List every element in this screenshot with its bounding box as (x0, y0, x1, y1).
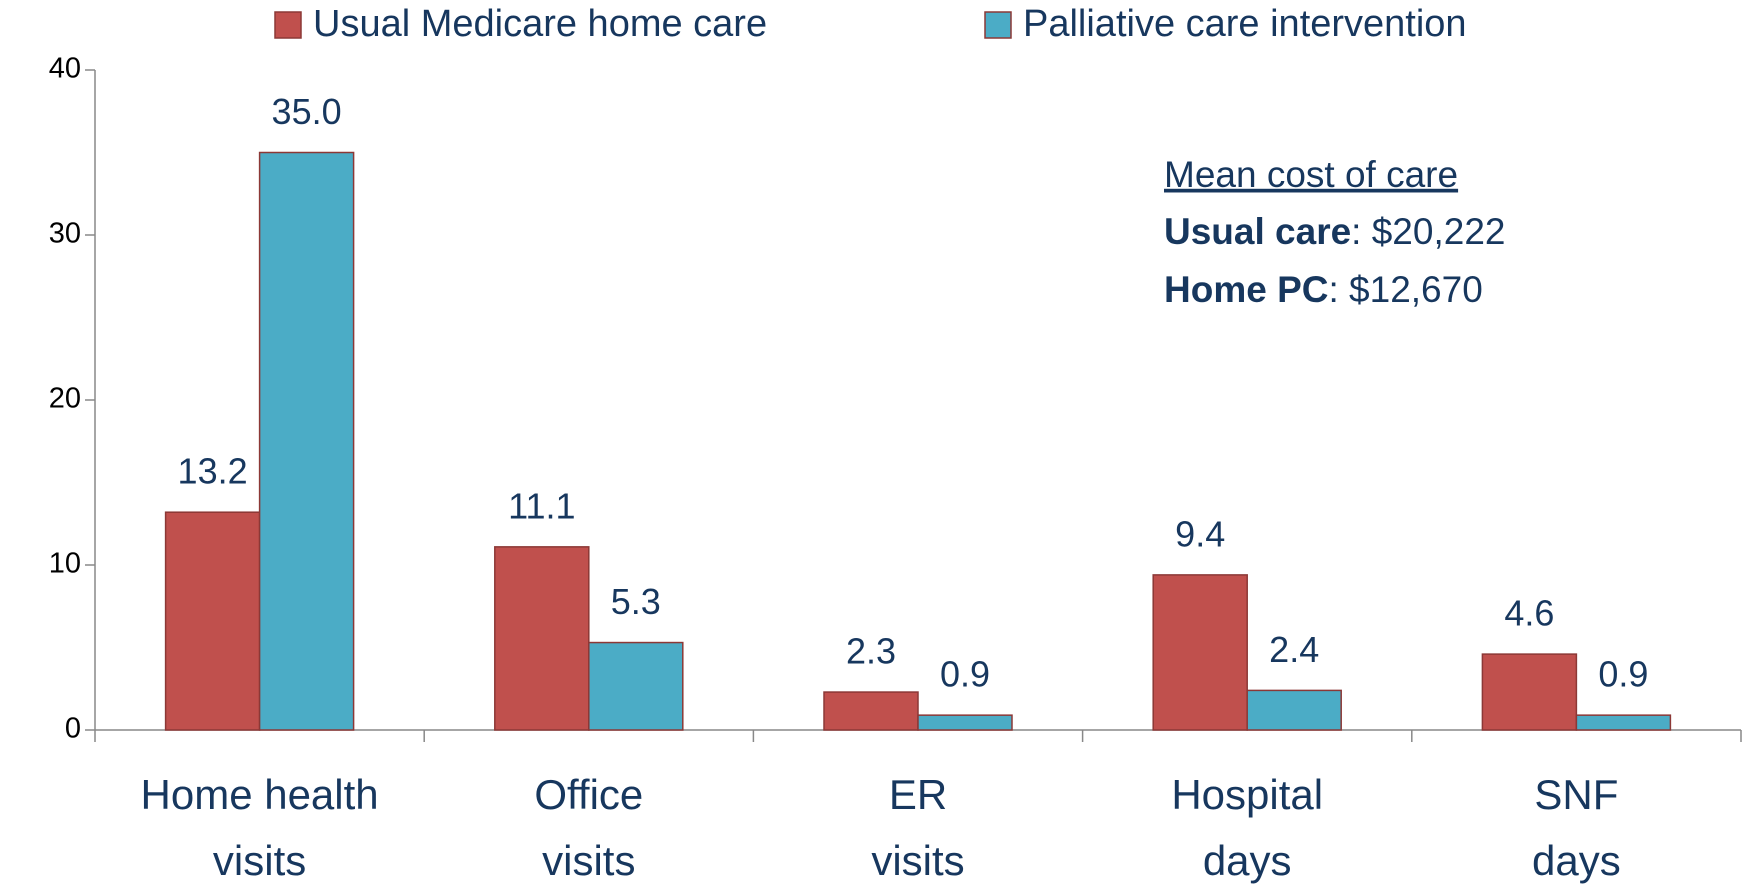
bar (258, 151, 355, 731)
value-label: 35.0 (272, 91, 342, 132)
legend-label: Usual Medicare home care (313, 3, 767, 45)
bar (1246, 689, 1342, 731)
annotation-line: Usual care: $20,222 (1164, 211, 1505, 252)
legend-swatch (984, 11, 1012, 39)
annotation-text: : $20,222 (1351, 211, 1505, 252)
x-tick-label: days (1203, 837, 1292, 884)
bar (1152, 574, 1248, 731)
bar (823, 691, 919, 731)
x-tick-label: ER (889, 771, 947, 818)
annotation-text: : $12,670 (1328, 269, 1482, 310)
bar (494, 546, 590, 731)
y-tick-label: 10 (49, 548, 81, 580)
annotation-line: Home PC: $12,670 (1164, 269, 1483, 310)
bar (917, 714, 1013, 731)
y-tick-label: 40 (49, 53, 81, 85)
y-tick-label: 30 (49, 218, 81, 250)
bar (1481, 653, 1578, 731)
x-tick-label: visits (213, 837, 306, 884)
value-label: 2.3 (846, 631, 896, 672)
y-tick-label: 0 (65, 713, 81, 745)
x-tick-label: Hospital (1171, 771, 1323, 818)
value-label: 4.6 (1504, 593, 1554, 634)
x-tick-label: visits (542, 837, 635, 884)
value-label: 0.9 (940, 654, 990, 695)
legend-label: Palliative care intervention (1023, 3, 1467, 45)
x-tick-label: Office (534, 771, 643, 818)
annotation-title: Mean cost of care (1164, 154, 1458, 195)
x-tick-label: SNF (1534, 771, 1618, 818)
bar (588, 641, 684, 731)
value-label: 5.3 (611, 581, 661, 622)
bar (1575, 714, 1672, 731)
x-tick-label: visits (871, 837, 964, 884)
bar (164, 511, 261, 731)
value-label: 9.4 (1175, 513, 1225, 554)
value-label: 13.2 (178, 451, 248, 492)
annotation-label: Usual care (1164, 211, 1351, 252)
annotation-label: Home PC (1164, 269, 1328, 310)
x-tick-label: days (1532, 837, 1621, 884)
y-tick-label: 20 (49, 383, 81, 415)
legend-swatch (274, 11, 302, 39)
value-label: 2.4 (1269, 629, 1319, 670)
value-label: 0.9 (1598, 654, 1648, 695)
value-label: 11.1 (508, 485, 575, 526)
x-tick-label: Home health (141, 771, 379, 818)
